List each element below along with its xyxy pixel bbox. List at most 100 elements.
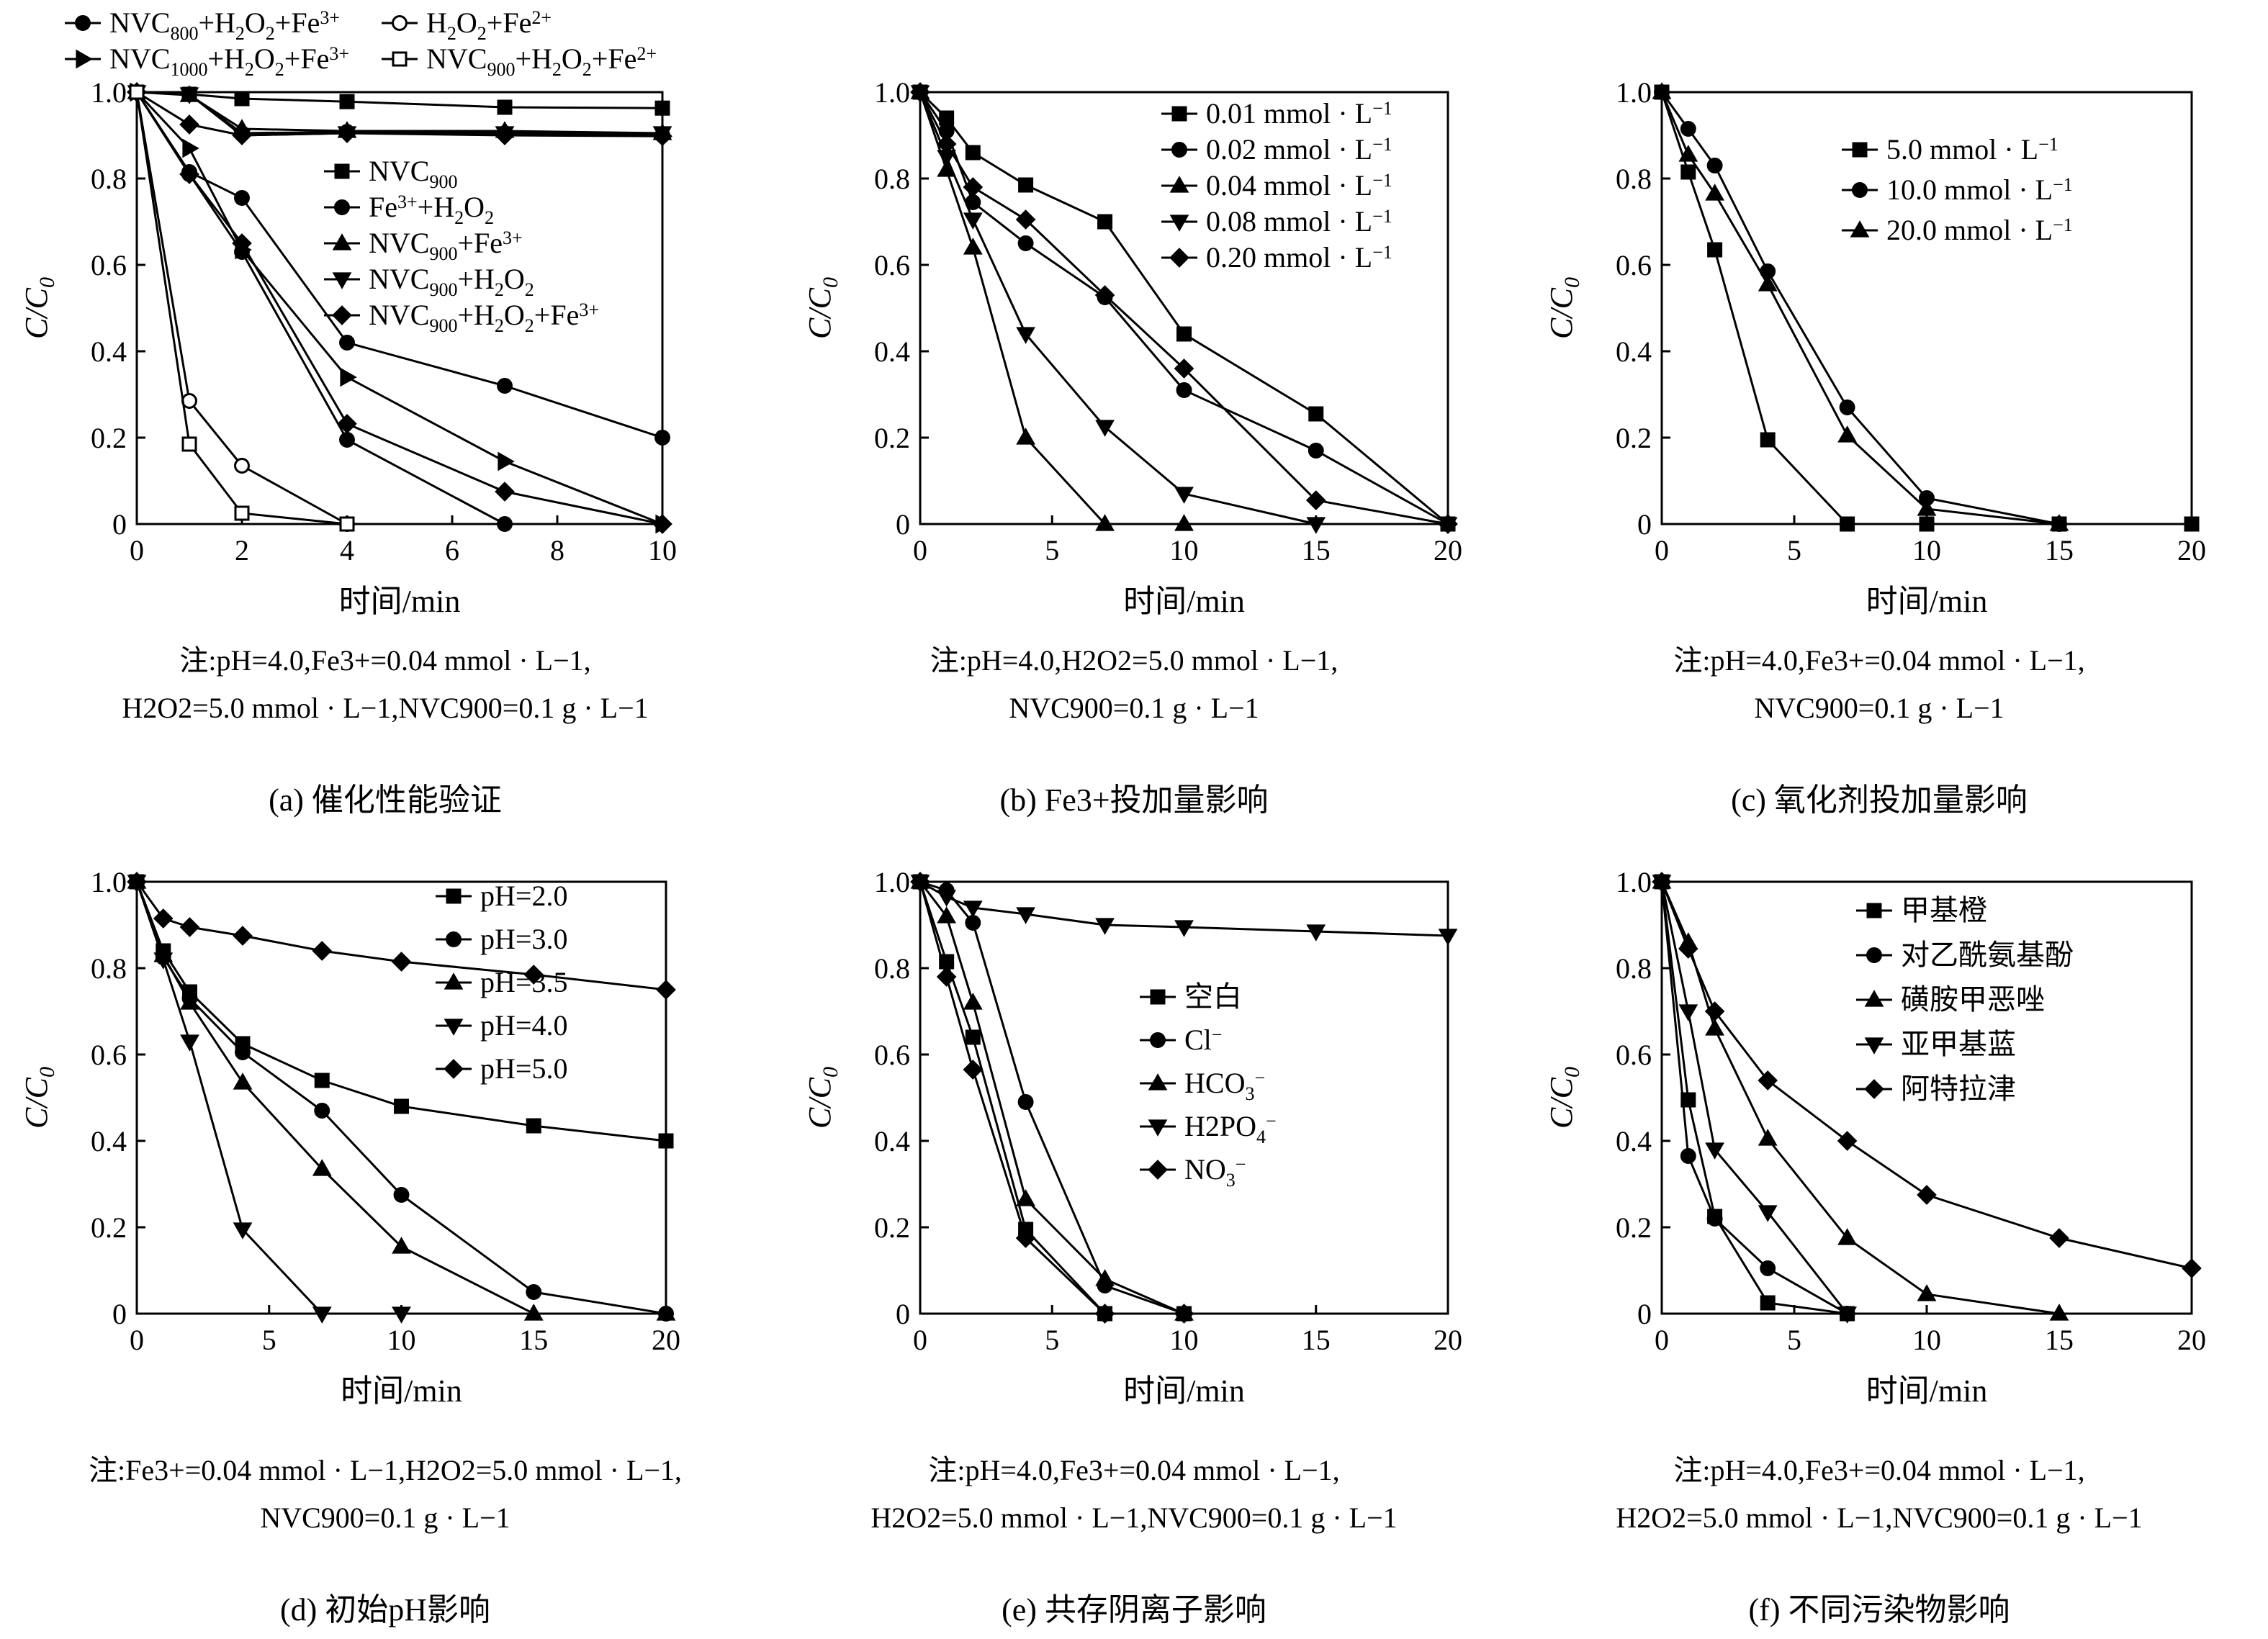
data-point	[234, 458, 250, 474]
y-tick-label: 0.2	[91, 1211, 127, 1244]
note-e-line1: 注:pH=4.0,Fe3+=0.04 mmol · L−1,	[928, 1454, 1340, 1486]
data-point	[340, 367, 357, 387]
y-tick-label: 0.8	[91, 163, 127, 195]
legend-label: NVC900+H2O2+Fe2+	[426, 42, 657, 80]
data-point	[391, 952, 412, 972]
data-point	[312, 941, 333, 961]
legend-marker	[334, 163, 350, 179]
data-point	[179, 87, 199, 104]
legend-marker	[334, 199, 350, 215]
legend-marker	[1852, 182, 1868, 198]
legend-label: pH=3.5	[480, 966, 567, 998]
legend-item: 20.0 mmol · L−1	[1842, 214, 2073, 246]
legend-marker	[1150, 1032, 1166, 1048]
legend-item: pH=5.0	[436, 1052, 567, 1085]
series	[127, 82, 672, 147]
legend-marker	[446, 931, 462, 947]
legend-item: NVC900	[324, 155, 457, 192]
legend-label: NVC900+H2O2	[369, 263, 534, 300]
note-c-line2: NVC900=0.1 g · L−1	[1754, 692, 2004, 724]
data-point	[495, 482, 515, 502]
data-point	[963, 238, 983, 255]
data-point	[526, 1118, 541, 1134]
legend-marker	[1850, 220, 1870, 238]
legend-item: pH=2.0	[436, 880, 567, 912]
data-point	[1016, 327, 1035, 344]
data-point	[1678, 1004, 1698, 1021]
x-tick-label: 4	[340, 534, 354, 566]
legend-marker	[1169, 248, 1189, 268]
data-point	[1017, 1094, 1034, 1110]
data-point	[1176, 326, 1192, 342]
data-point	[1758, 274, 1778, 292]
data-point	[1308, 406, 1324, 422]
data-point	[497, 516, 513, 532]
x-tick-label: 20	[652, 1324, 680, 1356]
legend-item: NVC1000+H2O2+Fe3+	[65, 42, 349, 80]
legend-label: NVC900+Fe3+	[369, 227, 523, 264]
legend-marker	[1150, 989, 1166, 1005]
data-point	[1707, 242, 1723, 258]
data-point	[656, 980, 676, 1000]
x-tick-label: 0	[1655, 1324, 1669, 1356]
data-point	[312, 1306, 332, 1324]
data-point	[234, 505, 250, 521]
data-point	[1174, 514, 1194, 531]
data-point	[1018, 177, 1034, 193]
legend-label: 对乙酰氨基酚	[1901, 939, 2074, 971]
data-point	[652, 514, 672, 534]
data-point	[523, 965, 544, 985]
y-tick-label: 0	[1637, 508, 1652, 541]
y-tick-label: 0.6	[874, 249, 910, 281]
legend-item: 0.04 mmol · L−1	[1161, 169, 1392, 202]
legend-label: pH=3.0	[480, 923, 567, 955]
data-point	[339, 335, 355, 351]
data-point	[965, 1029, 981, 1045]
legend-item: 10.0 mmol · L−1	[1842, 173, 2073, 206]
y-axis-title: C/C0	[19, 1067, 59, 1129]
legend-label: pH=5.0	[480, 1052, 567, 1085]
note-d-line2: NVC900=0.1 g · L−1	[260, 1502, 510, 1534]
series-line	[1660, 881, 2192, 1270]
data-point	[129, 84, 145, 100]
legend-item: 0.08 mmol · L−1	[1161, 205, 1392, 238]
y-tick-label: 0.8	[874, 952, 910, 985]
y-tick-label: 0	[112, 1298, 127, 1330]
y-tick-label: 0.2	[91, 422, 127, 454]
data-point	[1174, 487, 1194, 504]
y-tick-label: 0.8	[1616, 952, 1652, 985]
caption-f: (f) 不同污染物影响	[1748, 1592, 2010, 1627]
series	[910, 875, 1458, 946]
data-point	[1652, 872, 1672, 892]
data-point	[1652, 82, 1672, 99]
data-point	[1016, 428, 1035, 445]
legend-label: 阿特拉津	[1901, 1073, 2016, 1105]
data-point	[153, 952, 174, 970]
x-axis-title: 时间/min	[1123, 584, 1245, 619]
x-tick-label: 5	[262, 1324, 276, 1356]
data-point	[1758, 1070, 1778, 1091]
y-tick-label: 0.2	[874, 422, 910, 454]
data-point	[182, 138, 199, 158]
series	[912, 84, 1456, 532]
legend-item: NVC900+H2O2+Fe3+	[324, 299, 599, 336]
legend-label: NVC1000+H2O2+Fe3+	[109, 42, 349, 80]
x-tick-label: 5	[1045, 534, 1059, 566]
data-point	[656, 1304, 676, 1321]
data-point	[654, 100, 670, 116]
caption-a: (a) 催化性能验证	[269, 782, 502, 818]
series	[127, 872, 676, 1000]
data-point	[1706, 158, 1723, 173]
data-point	[1016, 1189, 1035, 1206]
data-point	[1095, 1269, 1115, 1286]
data-point	[1678, 939, 1698, 959]
x-axis-title: 时间/min	[339, 584, 461, 619]
data-point	[233, 926, 253, 946]
x-tick-label: 6	[445, 534, 459, 566]
data-point	[937, 906, 957, 924]
legend-item: NVC900+H2O2+Fe2+	[382, 42, 657, 80]
series	[1652, 872, 2202, 1278]
y-tick-label: 0.6	[91, 249, 127, 281]
